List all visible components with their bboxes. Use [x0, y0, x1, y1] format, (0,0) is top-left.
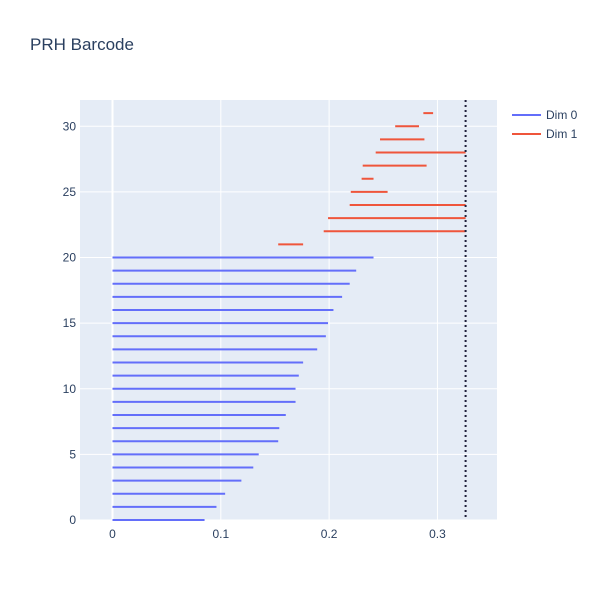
x-tick-label: 0.3 [429, 527, 446, 541]
legend-item[interactable]: Dim 1 [512, 127, 578, 141]
chart-title: PRH Barcode [30, 35, 134, 54]
legend[interactable]: Dim 0 Dim 1 [512, 108, 578, 141]
y-tick-label: 15 [63, 316, 77, 330]
x-tick-label: 0.2 [321, 527, 338, 541]
legend-label: Dim 0 [546, 108, 578, 122]
axis-tick-labels: 0 0.1 0.2 0.3 0 5 10 15 20 25 30 [63, 119, 446, 541]
barcode-bars [112, 112, 466, 521]
y-tick-label: 5 [69, 447, 76, 461]
y-tick-label: 30 [63, 119, 77, 133]
legend-label: Dim 1 [546, 127, 578, 141]
legend-item[interactable]: Dim 0 [512, 108, 578, 122]
x-tick-label: 0 [109, 527, 116, 541]
y-tick-label: 0 [69, 513, 76, 527]
y-tick-label: 25 [63, 185, 77, 199]
y-tick-label: 10 [63, 382, 77, 396]
y-tick-label: 20 [63, 251, 77, 265]
x-tick-label: 0.1 [212, 527, 229, 541]
